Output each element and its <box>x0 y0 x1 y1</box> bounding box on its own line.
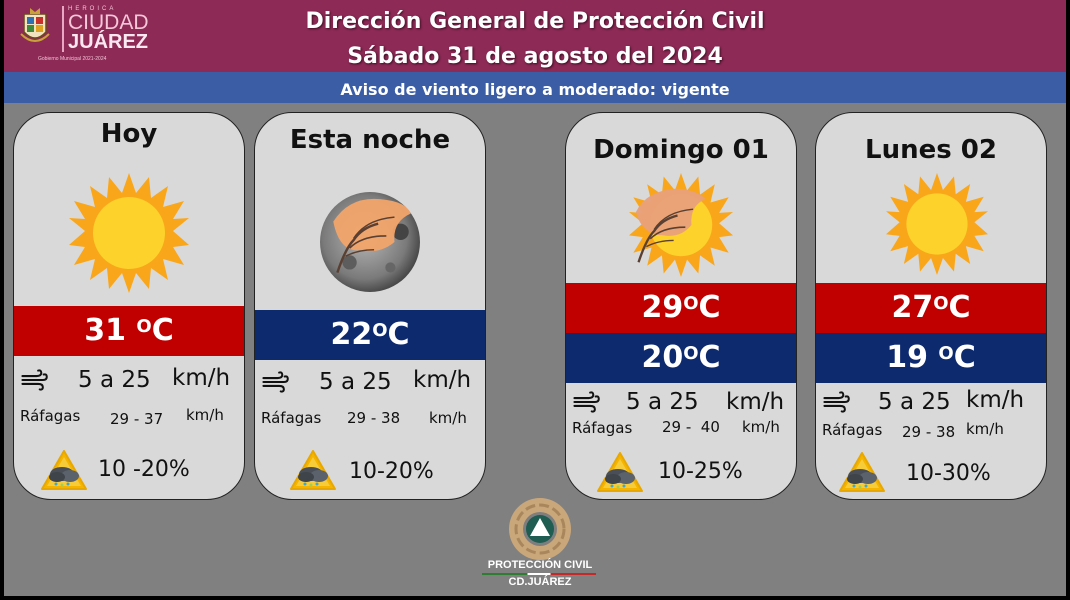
wind-speed: 5 a 25 <box>626 389 699 415</box>
rain-probability: 10-20% <box>349 459 434 484</box>
gust-label: Ráfagas <box>261 409 322 427</box>
low-temp-band: 22OC <box>255 310 485 360</box>
gust-unit: km/h <box>186 406 224 424</box>
high-temp-value: 27 <box>891 290 934 325</box>
low-temp-value: 20 <box>641 340 684 375</box>
high-temp-band: 31 OC <box>14 306 244 356</box>
sun-icon <box>69 173 189 293</box>
gust-unit: km/h <box>742 418 780 436</box>
wind-icon <box>573 391 600 413</box>
warning-bar <box>4 72 1066 103</box>
coat-of-arms-icon <box>20 8 50 42</box>
wind-icon <box>262 371 289 393</box>
ciudad-juarez-logo: HEROICA CIUDAD JUÁREZ Gobierno Municipal… <box>16 4 156 62</box>
logo-divider <box>62 6 64 52</box>
proteccion-civil-logo-icon <box>509 498 571 560</box>
card-title: Hoy <box>100 119 158 149</box>
gust-range: 29 - 38 <box>347 409 401 427</box>
card-title: Lunes 02 <box>865 135 997 165</box>
sun-icon <box>886 173 988 275</box>
wind-speed: 5 a 25 <box>78 367 151 393</box>
wind-speed: 5 a 25 <box>319 369 392 395</box>
footer-org: PROTECCIÓN CIVIL <box>487 559 593 571</box>
page-date: Sábado 31 de agosto del 2024 <box>347 44 723 69</box>
sun-wind-icon <box>629 173 733 277</box>
footer-divider <box>482 573 596 575</box>
footer-city: CD.JUÁREZ <box>508 576 572 588</box>
high-temp-band: 27OC <box>816 283 1046 333</box>
gust-unit: km/h <box>966 420 1004 438</box>
high-temp-value: 31 <box>84 313 137 348</box>
wind-row: 5 a 25 km/h <box>14 365 244 395</box>
gust-label: Ráfagas <box>572 419 633 437</box>
low-temp-value: 22 <box>330 317 373 352</box>
low-temp-band: 19 OC <box>816 333 1046 383</box>
warning-text: Aviso de viento ligero a moderado: vigen… <box>340 80 730 99</box>
logo-heroica: HEROICA <box>68 6 117 12</box>
card-title: Esta noche <box>289 125 451 155</box>
header-bar <box>4 0 1066 72</box>
gust-label: Ráfagas <box>822 421 883 439</box>
card-title: Domingo 01 <box>593 135 769 165</box>
storm-warning-icon <box>41 450 87 490</box>
wind-unit: km/h <box>726 389 785 415</box>
wind-speed: 5 a 25 <box>878 389 951 415</box>
forecast-card-esta-noche: Esta noche 22OC 5 a 25 km/h Ráfagas 29 -… <box>254 112 486 500</box>
logo-ciudad: CIUDAD <box>68 11 149 34</box>
forecast-card-domingo: Domingo 01 29OC 20OC 5 a 25 km/h Ráfagas… <box>565 112 797 500</box>
gust-range: 29 - 37 <box>110 410 164 428</box>
gust-range: 29 - 40 <box>662 418 720 436</box>
low-temp-band: 20OC <box>566 333 796 383</box>
rain-probability: 10 -20% <box>98 457 190 482</box>
wind-row: 5 a 25 km/h <box>566 387 796 417</box>
wind-row: 5 a 25 km/h <box>255 367 485 397</box>
moon-wind-icon <box>320 192 420 292</box>
logo-gobierno: Gobierno Municipal 2021-2024 <box>38 56 107 62</box>
gust-label: Ráfagas <box>20 407 81 425</box>
page-title: Dirección General de Protección Civil <box>305 9 765 34</box>
forecast-card-hoy: Hoy 31 OC 5 a 25 km/h Ráfagas 29 - 37 km… <box>13 112 245 500</box>
high-temp-band: 29OC <box>566 283 796 333</box>
rain-probability: 10-25% <box>658 459 743 484</box>
wind-row: 5 a 25 km/h <box>816 387 1046 417</box>
wind-unit: km/h <box>413 367 472 393</box>
low-temp-value: 19 <box>886 340 939 375</box>
wind-icon <box>21 369 48 391</box>
high-temp-value: 29 <box>641 290 684 325</box>
logo-juarez: JUÁREZ <box>68 31 149 53</box>
wind-unit: km/h <box>966 387 1025 413</box>
storm-warning-icon <box>839 452 885 492</box>
wind-icon <box>823 391 850 413</box>
forecast-card-lunes: Lunes 02 27OC 19 OC 5 a 25 km/h Ráfagas … <box>815 112 1047 500</box>
wind-unit: km/h <box>172 365 231 391</box>
storm-warning-icon <box>290 450 336 490</box>
gust-range: 29 - 38 <box>902 423 956 441</box>
rain-probability: 10-30% <box>906 461 991 486</box>
gust-unit: km/h <box>429 409 467 427</box>
storm-warning-icon <box>597 452 643 492</box>
